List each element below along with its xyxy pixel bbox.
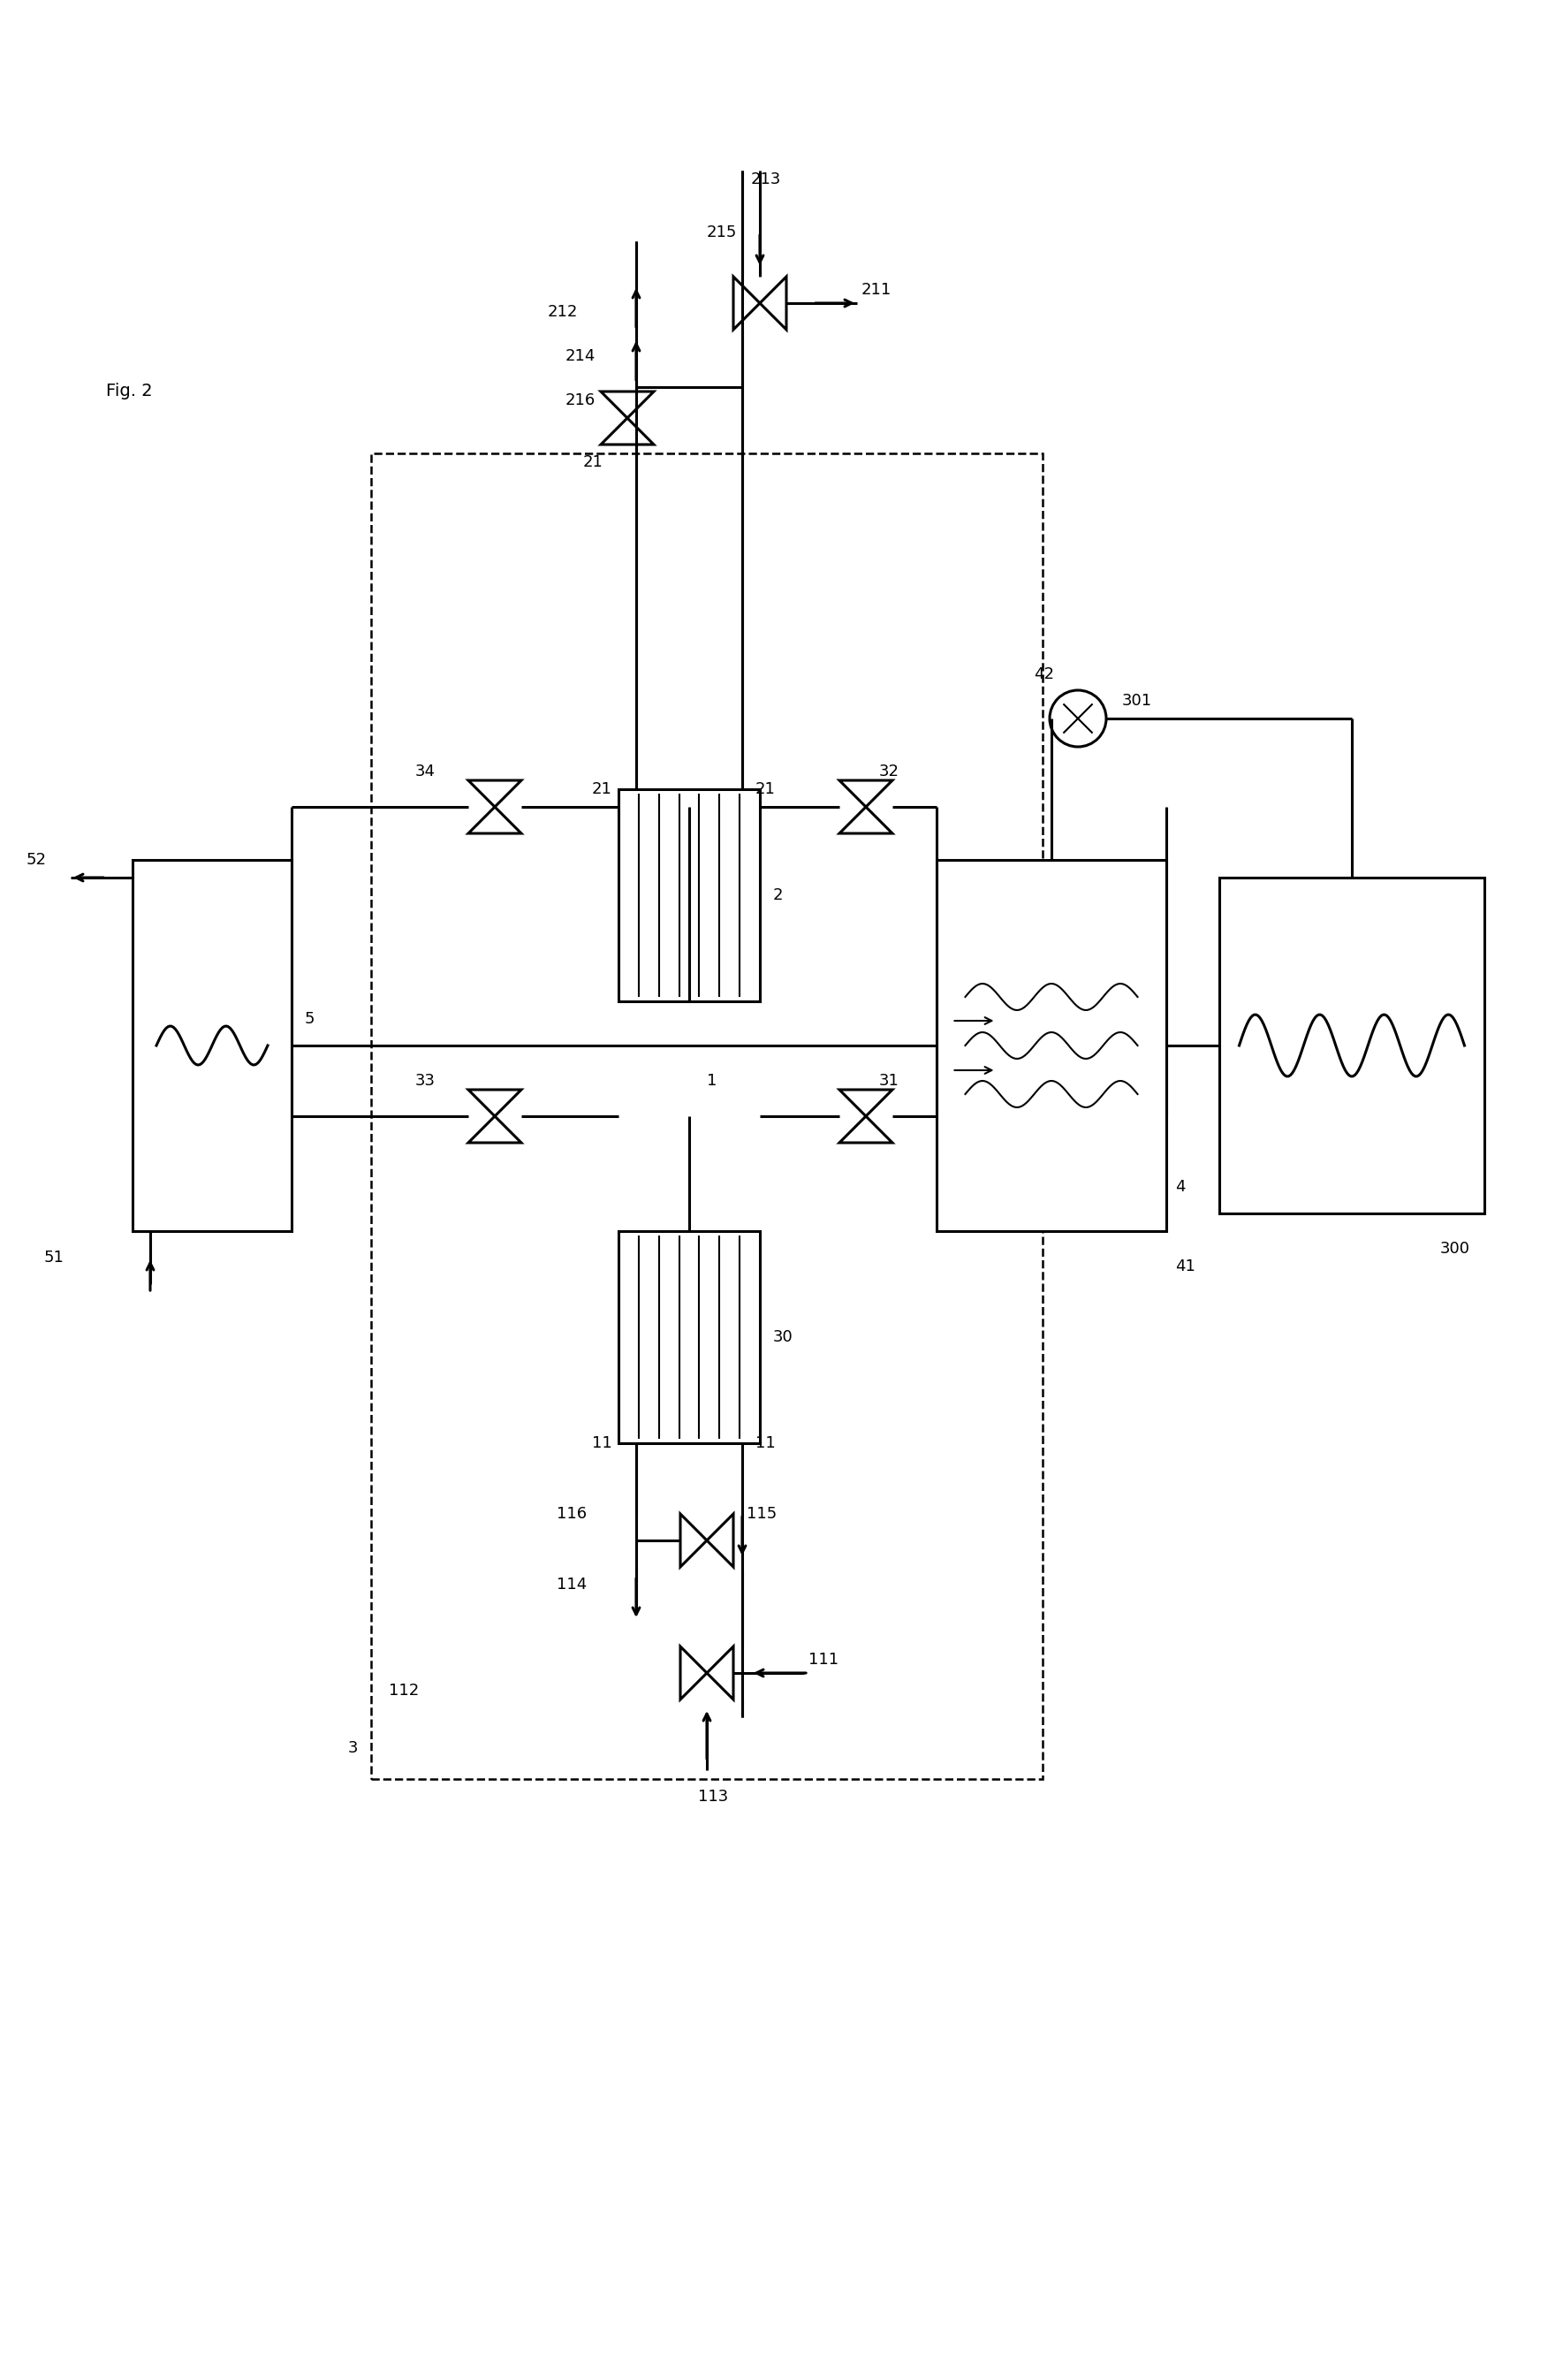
Text: 32: 32 xyxy=(878,764,899,781)
Polygon shape xyxy=(733,276,760,331)
Text: 33: 33 xyxy=(416,1073,436,1088)
Bar xyxy=(133,859,292,1230)
Text: 116: 116 xyxy=(556,1507,586,1521)
Text: 4: 4 xyxy=(1175,1178,1185,1195)
Bar xyxy=(619,1230,760,1442)
Bar xyxy=(619,790,760,1002)
Text: 34: 34 xyxy=(416,764,436,781)
Polygon shape xyxy=(680,1647,706,1699)
Polygon shape xyxy=(706,1514,733,1566)
Text: 21: 21 xyxy=(755,781,775,797)
Polygon shape xyxy=(760,276,786,331)
Text: 5: 5 xyxy=(305,1011,316,1026)
Polygon shape xyxy=(600,419,653,445)
Text: 52: 52 xyxy=(27,852,47,869)
Polygon shape xyxy=(469,1090,522,1116)
Text: 213: 213 xyxy=(750,171,782,188)
Text: 112: 112 xyxy=(389,1683,419,1699)
Text: 301: 301 xyxy=(1122,693,1152,709)
Text: 1: 1 xyxy=(706,1073,717,1088)
Text: 211: 211 xyxy=(861,281,892,298)
Polygon shape xyxy=(839,807,892,833)
Text: 216: 216 xyxy=(566,393,596,409)
Text: 41: 41 xyxy=(1175,1259,1196,1273)
Polygon shape xyxy=(706,1647,733,1699)
Text: 21: 21 xyxy=(592,781,613,797)
Text: 42: 42 xyxy=(1033,666,1053,683)
Polygon shape xyxy=(839,1116,892,1142)
Text: 11: 11 xyxy=(592,1435,613,1452)
Text: 115: 115 xyxy=(747,1507,777,1521)
Polygon shape xyxy=(469,781,522,807)
Text: 21: 21 xyxy=(583,455,603,471)
Circle shape xyxy=(1050,690,1107,747)
Text: 111: 111 xyxy=(808,1652,839,1668)
Text: 113: 113 xyxy=(699,1790,728,1804)
Text: 3: 3 xyxy=(347,1740,358,1756)
Bar xyxy=(370,452,1043,1778)
Text: 212: 212 xyxy=(547,305,578,319)
Text: 215: 215 xyxy=(706,224,738,240)
Polygon shape xyxy=(469,807,522,833)
Text: 51: 51 xyxy=(44,1250,64,1266)
Text: 2: 2 xyxy=(774,888,783,904)
Polygon shape xyxy=(839,781,892,807)
Polygon shape xyxy=(680,1514,706,1566)
Polygon shape xyxy=(469,1116,522,1142)
Text: Fig. 2: Fig. 2 xyxy=(106,383,153,400)
Polygon shape xyxy=(839,1090,892,1116)
Text: 114: 114 xyxy=(556,1576,586,1592)
Text: 300: 300 xyxy=(1440,1240,1471,1257)
Text: 214: 214 xyxy=(566,347,596,364)
Text: 30: 30 xyxy=(774,1328,792,1345)
Bar xyxy=(1219,878,1485,1214)
Text: 31: 31 xyxy=(878,1073,899,1088)
Bar xyxy=(936,859,1166,1230)
Text: 11: 11 xyxy=(755,1435,775,1452)
Polygon shape xyxy=(600,393,653,419)
